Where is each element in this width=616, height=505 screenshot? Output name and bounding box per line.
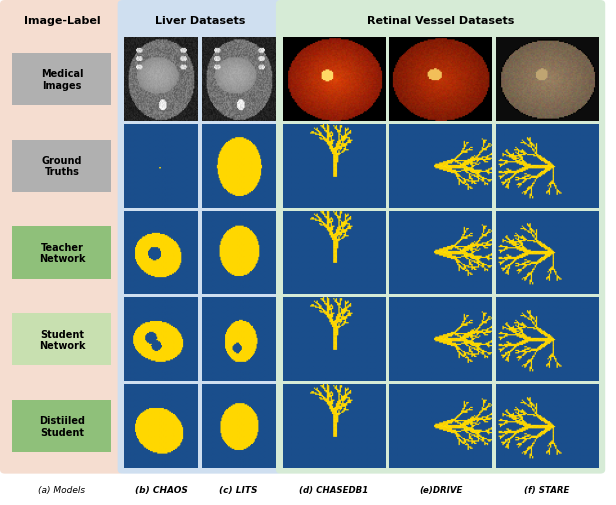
Text: Medical
Images: Medical Images [41, 69, 83, 90]
FancyBboxPatch shape [12, 400, 111, 452]
Text: (e)DRIVE: (e)DRIVE [419, 485, 462, 493]
FancyBboxPatch shape [12, 54, 111, 106]
FancyBboxPatch shape [12, 227, 111, 279]
Text: (f) STARE: (f) STARE [524, 485, 570, 493]
Text: (c) LITS: (c) LITS [219, 485, 257, 493]
Text: Distiiled
Student: Distiiled Student [39, 416, 85, 437]
FancyBboxPatch shape [276, 1, 605, 474]
Text: Image-Label: Image-Label [23, 16, 100, 26]
FancyBboxPatch shape [0, 1, 124, 474]
Text: Liver Datasets: Liver Datasets [155, 16, 245, 26]
FancyBboxPatch shape [118, 1, 282, 474]
Text: (b) CHAOS: (b) CHAOS [135, 485, 188, 493]
Text: Retinal Vessel Datasets: Retinal Vessel Datasets [367, 16, 514, 26]
Text: (a) Models: (a) Models [38, 485, 86, 493]
Text: Teacher
Network: Teacher Network [39, 242, 85, 264]
Text: Ground
Truths: Ground Truths [42, 156, 82, 177]
FancyBboxPatch shape [12, 314, 111, 366]
Text: Student
Network: Student Network [39, 329, 85, 350]
FancyBboxPatch shape [12, 140, 111, 192]
Text: (d) CHASEDB1: (d) CHASEDB1 [299, 485, 369, 493]
